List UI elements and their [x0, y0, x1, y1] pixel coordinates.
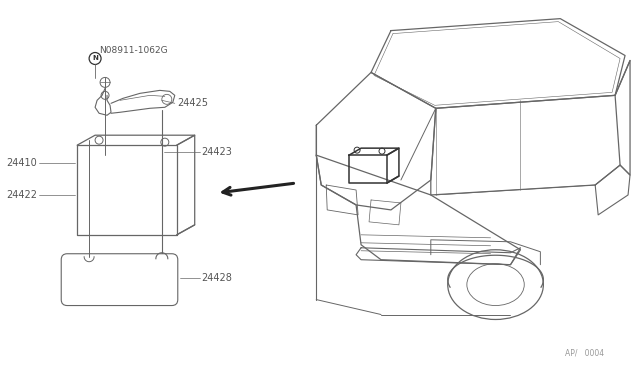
Text: N08911-1062G: N08911-1062G [99, 45, 168, 55]
Text: N: N [92, 55, 98, 61]
Text: 24422: 24422 [6, 190, 37, 200]
Text: 24410: 24410 [6, 158, 37, 168]
Text: 24428: 24428 [202, 273, 232, 283]
Text: 24423: 24423 [202, 147, 232, 157]
Text: AP/   0004: AP/ 0004 [565, 348, 604, 357]
Text: 24425: 24425 [177, 98, 208, 108]
